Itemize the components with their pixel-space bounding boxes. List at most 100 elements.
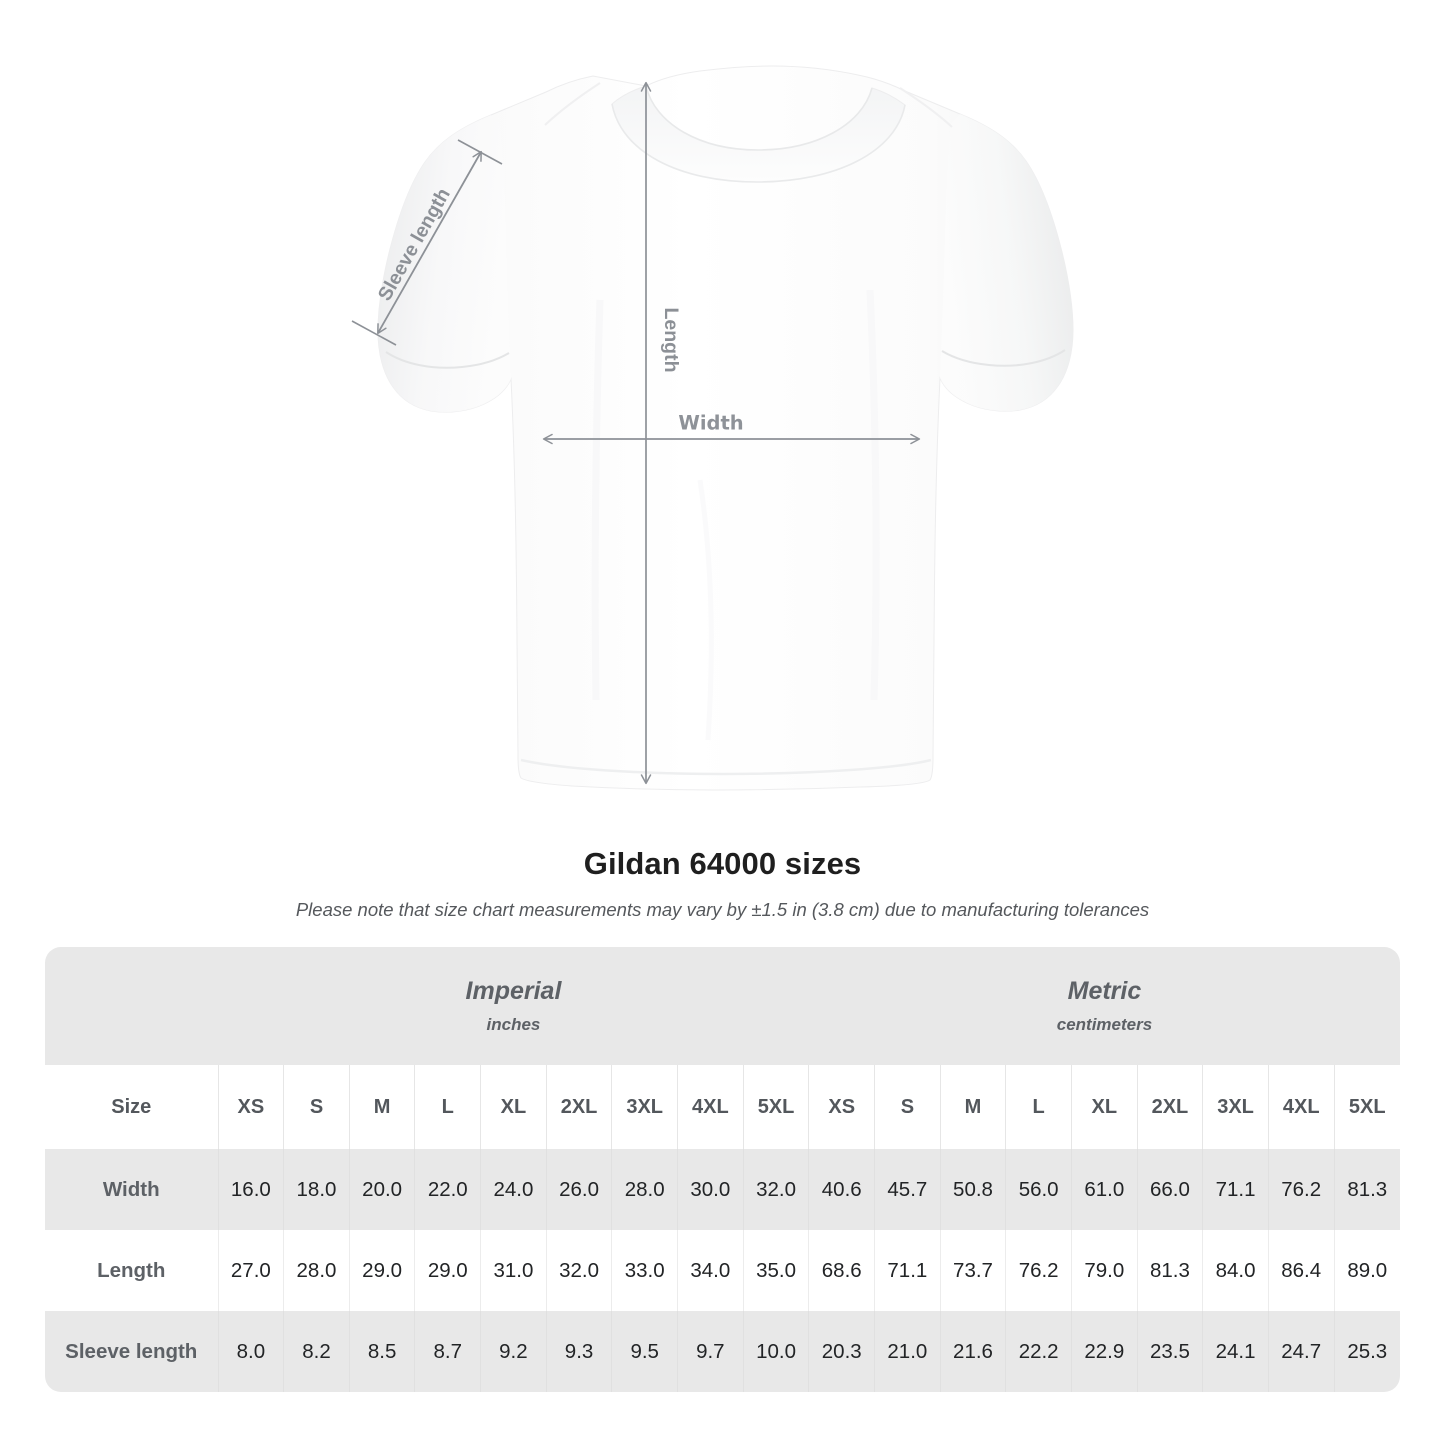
tolerance-note: Please note that size chart measurements… xyxy=(295,898,1150,920)
size-header-xl-metric: XL xyxy=(1070,1065,1138,1149)
cell-length-7: 34.0 xyxy=(677,1230,744,1311)
right-shoulder-seam xyxy=(899,87,953,128)
cell-sleeve-10: 21.0 xyxy=(874,1311,941,1392)
cell-width-0: 16.0 xyxy=(217,1149,284,1230)
cell-width-2: 20.0 xyxy=(348,1149,415,1230)
fold-right xyxy=(866,289,880,701)
width-measure: Width xyxy=(542,412,921,445)
cell-width-17: 81.3 xyxy=(1333,1149,1400,1230)
cell-width-5: 26.0 xyxy=(545,1149,612,1230)
width-label: Width xyxy=(678,412,743,435)
table-body: Width 16.0 18.0 20.0 22.0 24.0 26.0 28.0… xyxy=(45,1149,1400,1392)
unit-group-imperial: Imperial inches xyxy=(218,947,809,1065)
size-header-2xl-imperial: 2XL xyxy=(545,1065,612,1149)
cell-width-4: 24.0 xyxy=(480,1149,547,1230)
tshirt-illustration xyxy=(377,65,1074,791)
unit-group-metric-sub: centimeters xyxy=(1056,1015,1153,1035)
size-header-4xl-imperial: 4XL xyxy=(677,1065,744,1149)
size-header-3xl-imperial: 3XL xyxy=(611,1065,678,1149)
size-header-3xl-metric: 3XL xyxy=(1202,1065,1269,1149)
size-header-m-metric: M xyxy=(939,1065,1006,1149)
tshirt-measurement-diagram: Sleeve length Length Width xyxy=(351,65,1074,791)
cell-sleeve-16: 24.7 xyxy=(1267,1311,1335,1392)
cell-length-8: 35.0 xyxy=(742,1230,809,1311)
cell-length-17: 89.0 xyxy=(1333,1230,1400,1311)
table-row-width: Width 16.0 18.0 20.0 22.0 24.0 26.0 28.0… xyxy=(45,1149,1400,1230)
cell-width-11: 50.8 xyxy=(939,1149,1006,1230)
cell-width-16: 76.2 xyxy=(1267,1149,1335,1230)
unit-group-metric-name: Metric xyxy=(1067,977,1142,1006)
size-header-l-imperial: L xyxy=(414,1065,481,1149)
size-header-xs-imperial: XS xyxy=(217,1065,284,1149)
cell-sleeve-7: 9.7 xyxy=(677,1311,744,1392)
cell-length-12: 76.2 xyxy=(1005,1230,1072,1311)
cell-width-14: 66.0 xyxy=(1136,1149,1203,1230)
size-header-5xl-imperial: 5XL xyxy=(742,1065,809,1149)
sleeve-tick-bottom xyxy=(351,320,397,346)
unit-row-corner-cell xyxy=(45,947,219,1065)
size-header-4xl-metric: 4XL xyxy=(1267,1065,1335,1149)
unit-group-imperial-sub: inches xyxy=(486,1015,541,1035)
cell-length-16: 86.4 xyxy=(1267,1230,1335,1311)
cell-sleeve-11: 21.6 xyxy=(939,1311,1006,1392)
cell-width-12: 56.0 xyxy=(1005,1149,1072,1230)
tshirt-bottom-hem xyxy=(520,758,932,776)
cell-width-3: 22.0 xyxy=(414,1149,481,1230)
left-shoulder-seam xyxy=(544,82,601,126)
cell-sleeve-1: 8.2 xyxy=(283,1311,350,1392)
cell-width-13: 61.0 xyxy=(1070,1149,1138,1230)
size-header-l-metric: L xyxy=(1005,1065,1072,1149)
table-head: Imperial inches Metric centimeters Size … xyxy=(45,947,1400,1149)
fold-center xyxy=(697,479,714,741)
cell-sleeve-17: 25.3 xyxy=(1333,1311,1400,1392)
cell-sleeve-2: 8.5 xyxy=(348,1311,415,1392)
cell-length-13: 79.0 xyxy=(1070,1230,1138,1311)
cell-length-6: 33.0 xyxy=(611,1230,678,1311)
cell-sleeve-14: 23.5 xyxy=(1136,1311,1203,1392)
right-sleeve-hem xyxy=(941,349,1066,367)
cell-width-6: 28.0 xyxy=(611,1149,678,1230)
cell-sleeve-0: 8.0 xyxy=(217,1311,284,1392)
double-arrow-diagonal-icon xyxy=(377,150,482,335)
cell-length-1: 28.0 xyxy=(283,1230,350,1311)
size-chart-table: Imperial inches Metric centimeters Size … xyxy=(45,947,1400,1392)
cell-length-4: 31.0 xyxy=(480,1230,547,1311)
size-header-row: Size XS S M L XL 2XL 3XL 4XL 5XL XS S M … xyxy=(45,1065,1400,1149)
left-sleeve-hem xyxy=(385,351,510,369)
row-label-sleeve-length: Sleeve length xyxy=(45,1311,219,1392)
row-label-length: Length xyxy=(45,1230,219,1311)
cell-sleeve-6: 9.5 xyxy=(611,1311,678,1392)
cell-length-5: 32.0 xyxy=(545,1230,612,1311)
cell-width-1: 18.0 xyxy=(283,1149,350,1230)
size-header-m-imperial: M xyxy=(348,1065,415,1149)
cell-width-9: 40.6 xyxy=(808,1149,875,1230)
cell-length-9: 68.6 xyxy=(808,1230,875,1311)
cell-length-15: 84.0 xyxy=(1202,1230,1269,1311)
table-row-sleeve-length: Sleeve length 8.0 8.2 8.5 8.7 9.2 9.3 9.… xyxy=(45,1311,1400,1392)
cell-sleeve-9: 20.3 xyxy=(808,1311,875,1392)
table-row-length: Length 27.0 28.0 29.0 29.0 31.0 32.0 33.… xyxy=(45,1230,1400,1311)
size-table-wrapper: Imperial inches Metric centimeters Size … xyxy=(45,947,1400,1392)
unit-group-row: Imperial inches Metric centimeters xyxy=(45,947,1400,1065)
cell-sleeve-8: 10.0 xyxy=(742,1311,809,1392)
cell-sleeve-3: 8.7 xyxy=(414,1311,481,1392)
size-header-xs-metric: XS xyxy=(808,1065,875,1149)
cell-length-2: 29.0 xyxy=(348,1230,415,1311)
cell-sleeve-5: 9.3 xyxy=(545,1311,612,1392)
chart-heading-block: Gildan 64000 sizes Please note that size… xyxy=(0,845,1445,921)
sleeve-tick-top xyxy=(457,139,503,165)
unit-group-metric: Metric centimeters xyxy=(808,947,1400,1065)
row-label-width: Width xyxy=(45,1149,219,1230)
fold-left xyxy=(591,299,604,701)
collar-outer-edge xyxy=(611,103,906,183)
cell-length-11: 73.7 xyxy=(939,1230,1006,1311)
cell-width-7: 30.0 xyxy=(677,1149,744,1230)
size-header-2xl-metric: 2XL xyxy=(1136,1065,1203,1149)
collar-inner-edge xyxy=(645,85,873,151)
length-measure: Length xyxy=(640,81,682,785)
cell-width-10: 45.7 xyxy=(874,1149,941,1230)
size-header-xl-imperial: XL xyxy=(480,1065,547,1149)
cell-length-0: 27.0 xyxy=(217,1230,284,1311)
size-header-s-metric: S xyxy=(874,1065,941,1149)
